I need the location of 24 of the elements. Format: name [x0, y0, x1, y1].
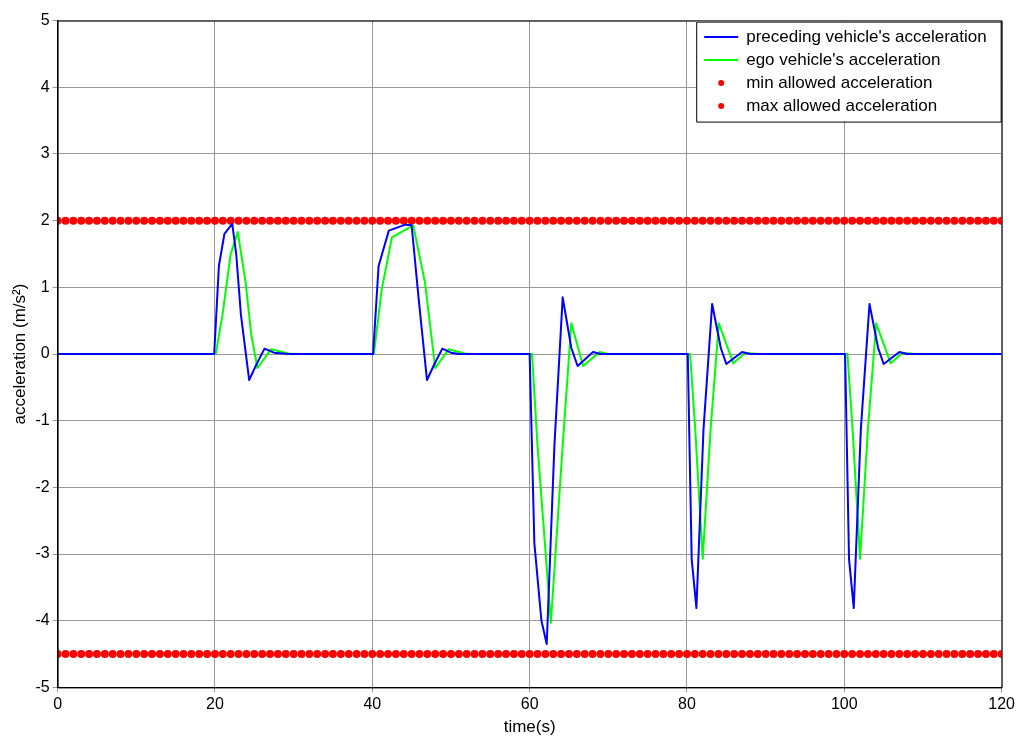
legend-label: min allowed acceleration: [746, 72, 933, 92]
x-tick-label: 100: [830, 695, 858, 713]
x-tick-label: 40: [363, 695, 382, 713]
x-tick-label: 0: [53, 695, 63, 713]
y-tick-label: -3: [35, 544, 50, 562]
x-tick-label: 120: [988, 695, 1016, 713]
y-tick-label: 3: [40, 144, 50, 162]
y-tick-label: -2: [35, 477, 50, 495]
legend-label: ego vehicle's acceleration: [746, 49, 941, 69]
y-tick-label: 2: [40, 211, 50, 229]
y-tick-label: -4: [35, 611, 50, 629]
y-tick-label: 5: [40, 11, 50, 29]
x-tick-label: 20: [206, 695, 224, 713]
y-tick-label: -5: [35, 677, 50, 695]
y-tick-label: 1: [40, 277, 50, 295]
legend-label: preceding vehicle's acceleration: [746, 26, 987, 46]
x-tick-label: 80: [678, 695, 696, 713]
y-tick-label: -1: [35, 411, 50, 429]
legend-label: max allowed acceleration: [746, 95, 938, 115]
y-tick-label: 4: [40, 77, 50, 95]
y-axis-title: acceleration (m/s²): [9, 283, 29, 425]
x-tick-label: 60: [520, 695, 539, 713]
y-tick-label: 0: [40, 344, 50, 362]
x-axis-title: time(s): [503, 717, 556, 737]
